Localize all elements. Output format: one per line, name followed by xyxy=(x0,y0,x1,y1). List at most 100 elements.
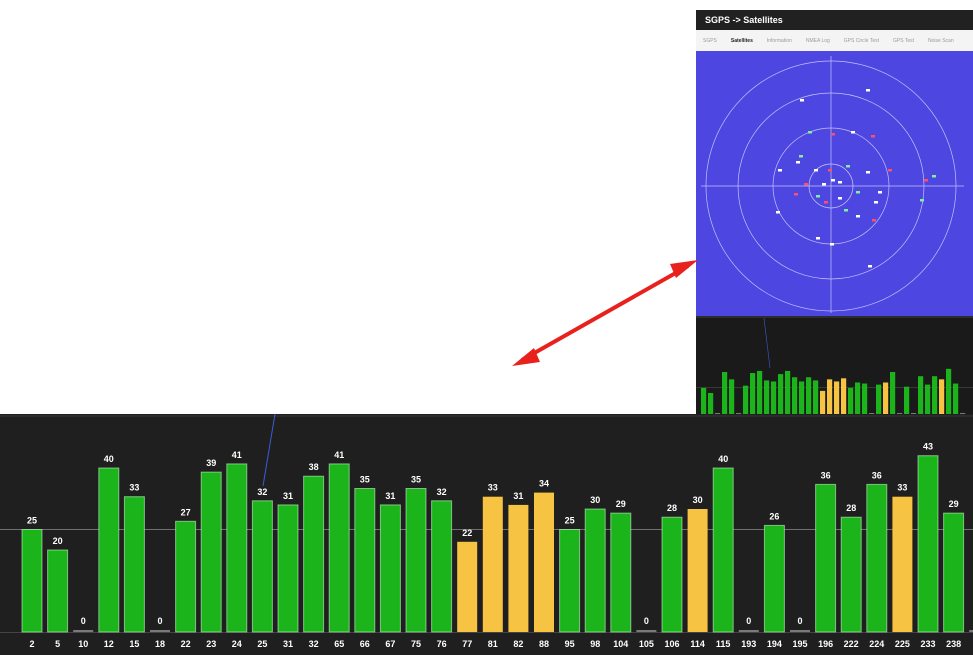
value-label-225: 33 xyxy=(897,483,907,493)
bar-75 xyxy=(405,488,427,633)
bar-106 xyxy=(661,516,683,633)
value-label-15: 33 xyxy=(129,483,139,493)
satellite-marker xyxy=(871,135,875,138)
value-label-194: 26 xyxy=(769,511,779,521)
value-label-105: 0 xyxy=(644,616,649,626)
tick-label-23: 23 xyxy=(206,639,216,649)
value-label-22: 27 xyxy=(181,507,191,517)
bar-22 xyxy=(175,520,197,633)
signal-strength-chart: 25 2 20 5 0 10 40 12 33 15 0 18 27 22 39 23 41 24 32 25 31 31… xyxy=(0,414,973,655)
bar-12 xyxy=(98,467,120,633)
satellite-marker xyxy=(794,193,798,196)
phone-bar-81 xyxy=(827,379,833,414)
tick-label-233: 233 xyxy=(920,639,935,649)
tick-label-18: 18 xyxy=(155,639,165,649)
phone-bar-67 xyxy=(799,381,805,414)
value-label-98: 30 xyxy=(590,495,600,505)
phone-bar-114 xyxy=(883,382,889,414)
phone-bar-31 xyxy=(771,381,777,414)
value-label-238: 29 xyxy=(949,499,959,509)
satellite-marker xyxy=(924,179,928,182)
value-label-82: 31 xyxy=(513,491,523,501)
value-label-12: 40 xyxy=(104,454,114,464)
tab-noise-scan[interactable]: Noise Scan xyxy=(928,37,954,44)
bar-18 xyxy=(150,630,170,632)
phone-bar-23 xyxy=(960,413,966,414)
tick-label-67: 67 xyxy=(385,639,395,649)
phone-bar-66 xyxy=(792,377,798,414)
value-label-66: 35 xyxy=(360,475,370,485)
phone-bar-23 xyxy=(750,373,756,414)
bar-225 xyxy=(892,496,913,632)
phone-bar-77 xyxy=(820,390,826,414)
value-label-10: 0 xyxy=(81,616,86,626)
bar-81 xyxy=(482,496,503,632)
tick-label-22: 22 xyxy=(181,639,191,649)
tick-label-194: 194 xyxy=(767,639,782,649)
tab-gps-test[interactable]: GPS Test xyxy=(893,37,915,44)
satellite-marker xyxy=(800,99,804,102)
bar-238 xyxy=(943,512,965,633)
satellite-marker xyxy=(878,191,882,194)
value-label-222: 28 xyxy=(846,503,856,513)
bar-114 xyxy=(687,509,708,632)
tab-satellites[interactable]: Satellites xyxy=(730,37,753,44)
satellite-marker xyxy=(846,165,850,168)
phone-bar-32 xyxy=(778,374,784,414)
phone-bar-82 xyxy=(834,381,840,414)
tab-information[interactable]: Information xyxy=(766,37,792,44)
value-label-77: 22 xyxy=(462,528,472,538)
bar-66 xyxy=(354,488,376,633)
value-label-31: 31 xyxy=(283,491,293,501)
value-label-233: 43 xyxy=(923,442,933,452)
bar-195 xyxy=(790,630,810,632)
satellite-marker xyxy=(866,171,870,174)
tick-label-106: 106 xyxy=(664,639,679,649)
bar-233 xyxy=(917,455,939,633)
satellite-marker xyxy=(824,201,828,204)
phone-bar-15 xyxy=(729,379,735,414)
satellite-marker xyxy=(799,155,803,158)
value-label-193: 0 xyxy=(746,616,751,626)
tick-label-15: 15 xyxy=(129,639,139,649)
satellite-marker xyxy=(804,183,808,186)
satellite-marker xyxy=(816,195,820,198)
value-label-195: 0 xyxy=(797,616,802,626)
bar-31 xyxy=(277,504,299,633)
satellite-marker xyxy=(814,169,818,172)
phone-bar-75 xyxy=(806,377,812,414)
bar-196 xyxy=(815,483,837,633)
tab-sgps[interactable]: SGPS xyxy=(703,37,717,44)
tick-label-65: 65 xyxy=(334,639,344,649)
satellite-marker xyxy=(844,209,848,212)
bar-32 xyxy=(303,475,325,633)
value-label-18: 0 xyxy=(157,616,162,626)
phone-bar-238 xyxy=(953,383,959,414)
tick-label-66: 66 xyxy=(360,639,370,649)
satellite-marker xyxy=(831,133,835,136)
phone-bar-104 xyxy=(862,383,868,414)
bar-10 xyxy=(73,630,94,632)
satellite-marker xyxy=(778,169,782,172)
value-label-106: 28 xyxy=(667,503,677,513)
phone-bar-98 xyxy=(855,382,861,414)
tick-label-82: 82 xyxy=(513,639,523,649)
phone-signal-chart xyxy=(696,316,973,414)
satellite-marker xyxy=(808,131,812,134)
tab-nmea-log[interactable]: NMEA Log xyxy=(805,37,830,44)
phone-bar-195 xyxy=(911,413,917,414)
phone-bar-233 xyxy=(946,368,952,414)
tick-label-196: 196 xyxy=(818,639,833,649)
value-label-196: 36 xyxy=(821,470,831,480)
value-label-5: 20 xyxy=(53,536,63,546)
bar-2 xyxy=(21,529,43,633)
tick-label-98: 98 xyxy=(590,639,600,649)
satellite-marker xyxy=(830,243,834,246)
phone-bar-76 xyxy=(813,380,819,414)
bar-194 xyxy=(763,524,785,633)
bar-95 xyxy=(559,529,581,633)
tick-label-95: 95 xyxy=(565,639,575,649)
tick-label-238: 238 xyxy=(946,639,961,649)
bar-65 xyxy=(328,463,350,633)
tab-gps-circle-test[interactable]: GPS Circle Test xyxy=(843,37,879,44)
